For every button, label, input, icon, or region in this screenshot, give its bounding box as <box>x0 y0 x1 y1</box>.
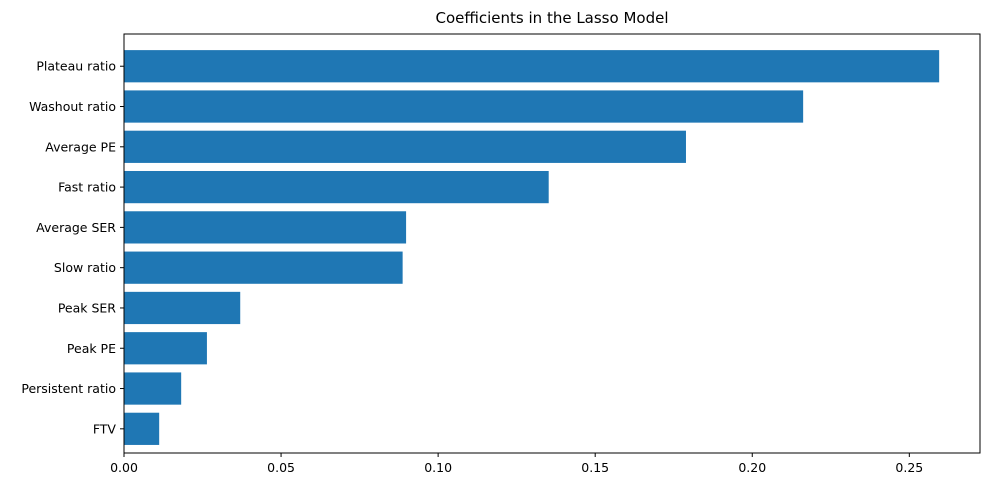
y-axis-ticks: Plateau ratio Washout ratio Average PE Fast… <box>21 59 124 436</box>
bar-9 <box>124 412 160 445</box>
y-tick-label-9: FTV <box>93 421 117 436</box>
x-tick-label-2: 0.10 <box>424 460 452 475</box>
bar-3 <box>124 170 549 204</box>
bar-8 <box>124 372 182 405</box>
x-tick-label-3: 0.15 <box>581 460 609 475</box>
y-tick-label-8: Persistent ratio <box>21 381 116 396</box>
y-tick-label-5: Slow ratio <box>54 260 116 275</box>
x-tick-label-4: 0.20 <box>738 460 766 475</box>
y-tick-label-4: Average SER <box>36 220 116 235</box>
x-tick-label-5: 0.25 <box>895 460 923 475</box>
x-axis-ticks: 0.00 0.05 0.10 0.15 0.20 0.25 <box>110 453 923 475</box>
x-tick-label-1: 0.05 <box>267 460 295 475</box>
chart-title: Coefficients in the Lasso Model <box>436 9 669 27</box>
y-tick-label-2: Average PE <box>45 139 116 154</box>
bar-2 <box>124 130 686 163</box>
plot-frame <box>123 33 981 454</box>
y-tick-label-3: Fast ratio <box>58 180 116 195</box>
bar-1 <box>124 90 804 123</box>
bar-6 <box>124 291 241 325</box>
y-tick-label-6: Peak SER <box>58 300 116 315</box>
bar-5 <box>124 251 403 284</box>
x-tick-label-0: 0.00 <box>110 460 138 475</box>
bar-4 <box>124 211 407 244</box>
y-tick-label-7: Peak PE <box>67 341 116 356</box>
bar-7 <box>124 332 207 365</box>
y-tick-label-1: Washout ratio <box>29 99 116 114</box>
bar-0 <box>124 50 940 83</box>
y-tick-label-0: Plateau ratio <box>36 59 116 74</box>
bars <box>124 50 940 445</box>
